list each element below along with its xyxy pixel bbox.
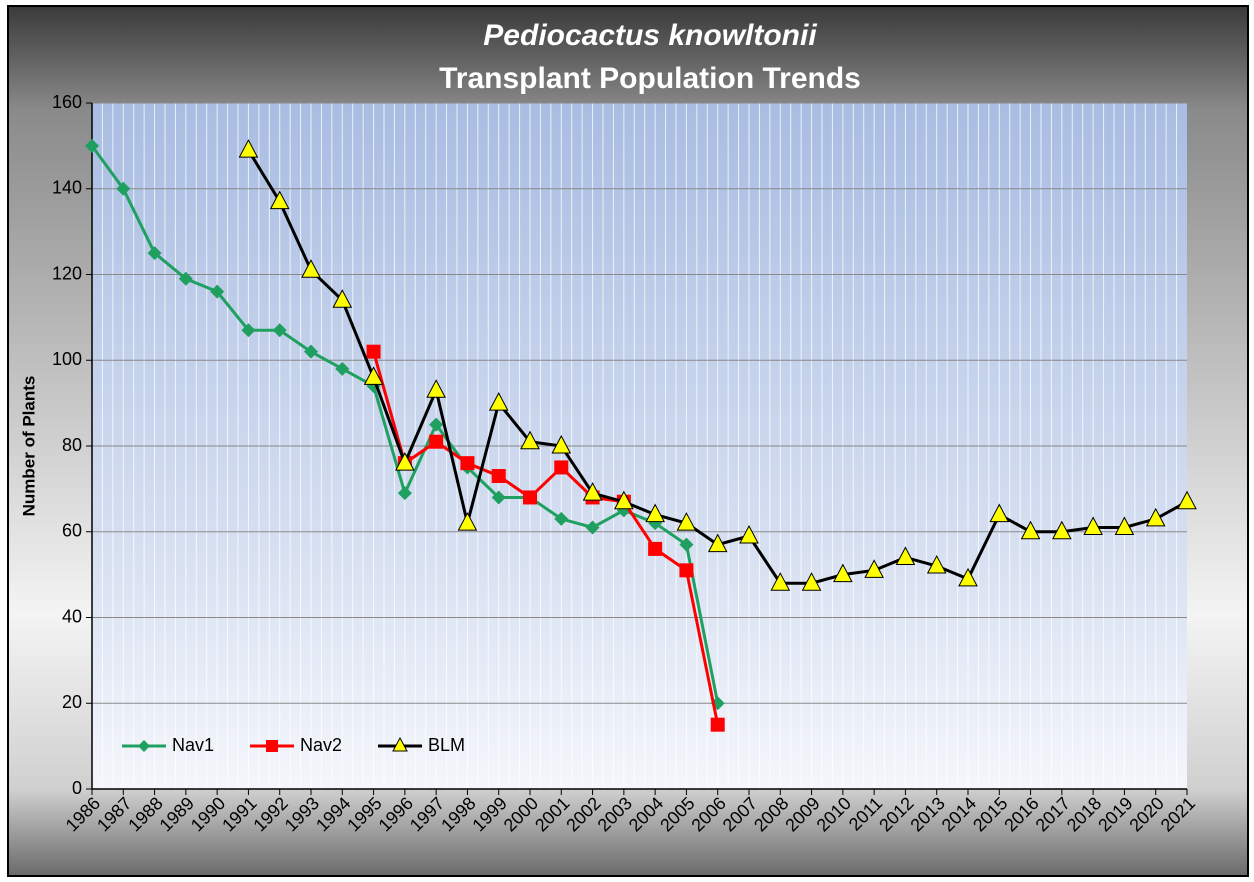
marker (710, 717, 725, 732)
marker (582, 482, 603, 501)
marker (272, 323, 287, 338)
marker (554, 460, 569, 475)
y-axis-label: Number of Plants (19, 376, 38, 517)
marker (178, 271, 193, 286)
marker (679, 563, 694, 578)
marker (739, 524, 759, 544)
marker (520, 430, 540, 450)
marker (363, 366, 384, 385)
marker (551, 434, 572, 454)
marker (429, 417, 444, 432)
marker (679, 537, 694, 552)
legend-label: Nav1 (172, 735, 214, 755)
marker (1083, 516, 1103, 535)
marker (895, 546, 916, 565)
series (366, 344, 725, 732)
legend-item: BLM (378, 735, 465, 755)
marker (210, 284, 225, 299)
marker (147, 246, 162, 261)
marker (926, 554, 947, 574)
marker (648, 541, 663, 556)
marker (801, 572, 822, 591)
marker (1145, 507, 1166, 527)
marker (989, 503, 1010, 523)
legend-marker (392, 736, 408, 752)
marker (304, 344, 318, 359)
marker (397, 486, 412, 501)
marker (1020, 520, 1041, 540)
marker (460, 456, 475, 471)
y-tick-label: 160 (52, 92, 82, 112)
chart-subtitle: Transplant Population Trends (439, 62, 861, 95)
marker (335, 361, 350, 376)
marker (958, 567, 978, 587)
legend-label: BLM (428, 735, 465, 755)
marker (85, 138, 99, 153)
y-tick-label: 140 (52, 178, 82, 198)
series (85, 138, 725, 711)
marker (301, 259, 321, 278)
marker (864, 559, 884, 578)
marker (116, 181, 131, 196)
legend-label: Nav2 (300, 735, 342, 755)
marker (241, 323, 256, 338)
y-tick-label: 100 (52, 349, 82, 369)
marker (429, 434, 444, 449)
marker (707, 533, 728, 553)
marker (676, 512, 697, 531)
y-tick-label: 120 (52, 263, 82, 283)
marker (491, 490, 506, 505)
marker (614, 490, 634, 510)
marker (457, 512, 478, 531)
marker (269, 190, 290, 210)
y-tick-label: 40 (62, 606, 82, 626)
marker (395, 452, 415, 471)
marker (488, 392, 509, 411)
series (238, 139, 1197, 591)
legend-marker (266, 740, 278, 752)
y-tick-label: 80 (62, 435, 82, 455)
marker (1177, 490, 1197, 510)
chart-title: Pediocactus knowltonii (483, 19, 817, 52)
marker (833, 563, 853, 583)
marker (1052, 520, 1072, 540)
marker (332, 289, 353, 308)
legend-item: Nav2 (250, 735, 342, 755)
marker (523, 490, 537, 505)
marker (366, 344, 381, 359)
marker (554, 511, 569, 526)
marker (238, 139, 259, 158)
marker (426, 379, 446, 398)
y-tick-label: 60 (62, 521, 82, 541)
marker (585, 520, 600, 535)
legend-item: Nav1 (122, 735, 214, 755)
marker (491, 469, 506, 484)
marker (645, 503, 665, 523)
y-tick-label: 0 (72, 778, 82, 798)
y-tick-label: 20 (62, 692, 82, 712)
marker (1114, 516, 1135, 535)
legend-marker (138, 740, 150, 752)
marker (770, 572, 791, 591)
